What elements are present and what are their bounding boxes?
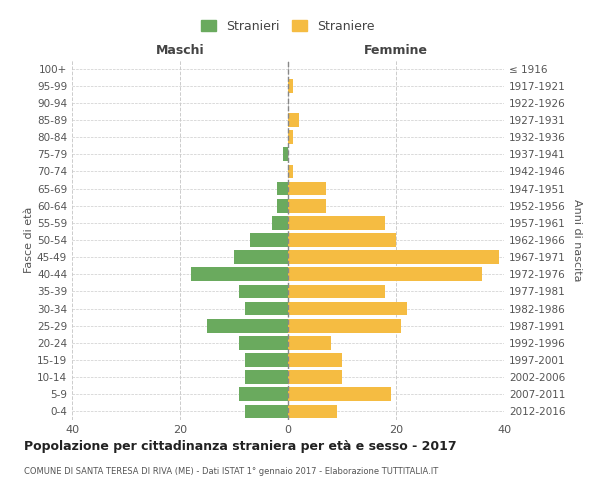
Bar — [288, 79, 293, 92]
Bar — [191, 268, 288, 281]
Bar — [288, 388, 391, 401]
Bar — [234, 250, 288, 264]
Y-axis label: Anni di nascita: Anni di nascita — [572, 198, 582, 281]
Bar — [288, 199, 326, 212]
Text: Femmine: Femmine — [364, 44, 428, 57]
Bar — [283, 148, 288, 161]
Bar — [288, 216, 385, 230]
Bar — [245, 302, 288, 316]
Text: Popolazione per cittadinanza straniera per età e sesso - 2017: Popolazione per cittadinanza straniera p… — [24, 440, 457, 453]
Bar — [288, 284, 385, 298]
Bar — [277, 199, 288, 212]
Bar — [245, 353, 288, 367]
Bar — [288, 130, 293, 144]
Bar — [245, 370, 288, 384]
Bar — [288, 250, 499, 264]
Bar — [288, 233, 396, 247]
Bar — [288, 164, 293, 178]
Y-axis label: Fasce di età: Fasce di età — [24, 207, 34, 273]
Bar — [288, 113, 299, 127]
Bar — [239, 284, 288, 298]
Bar — [288, 370, 342, 384]
Bar — [288, 302, 407, 316]
Bar — [250, 233, 288, 247]
Bar — [288, 353, 342, 367]
Text: COMUNE DI SANTA TERESA DI RIVA (ME) - Dati ISTAT 1° gennaio 2017 - Elaborazione : COMUNE DI SANTA TERESA DI RIVA (ME) - Da… — [24, 468, 438, 476]
Legend: Stranieri, Straniere: Stranieri, Straniere — [197, 16, 379, 36]
Bar — [288, 404, 337, 418]
Bar — [288, 336, 331, 349]
Bar — [239, 336, 288, 349]
Bar — [245, 404, 288, 418]
Bar — [207, 319, 288, 332]
Bar — [288, 182, 326, 196]
Bar — [239, 388, 288, 401]
Bar — [272, 216, 288, 230]
Text: Maschi: Maschi — [155, 44, 205, 57]
Bar — [288, 319, 401, 332]
Bar — [288, 268, 482, 281]
Bar — [277, 182, 288, 196]
